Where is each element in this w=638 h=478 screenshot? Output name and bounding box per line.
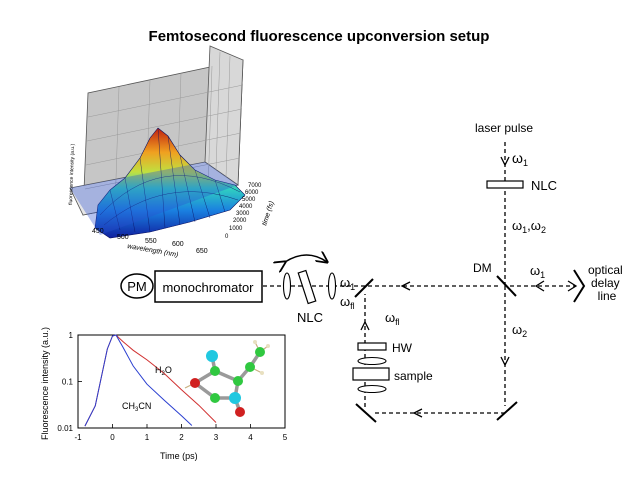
surface-xtick: 500 [117, 234, 129, 241]
surface-floor [70, 162, 238, 235]
sample-label: sample [394, 369, 433, 383]
laser-pulse-label: laser pulse [475, 121, 533, 135]
omega1-top-label: ω1 [512, 150, 528, 168]
label-h2o: H2O [155, 365, 172, 377]
nlc-crystal-top [486, 180, 524, 189]
label-ch3cn: CH3CN [122, 401, 151, 413]
surface-ytick: 3000 [236, 211, 250, 217]
surface-xtick: 450 [92, 228, 104, 235]
surface-yticks: 0 1000 2000 3000 4000 5000 6000 7000 [225, 183, 262, 240]
surface-ytick: 6000 [245, 190, 259, 196]
dm-label: DM [473, 261, 492, 275]
decay-plot-frame [77, 334, 286, 429]
surface-xticks: 450 500 550 600 650 [92, 228, 208, 255]
beam-arrows [360, 156, 578, 418]
surface-xtick: 600 [172, 241, 184, 248]
decay-xtick-label: 2 [179, 433, 184, 442]
surface-mesh-lines [99, 127, 241, 233]
decay-xtick-label: 4 [248, 433, 253, 442]
surface-ytick: 5000 [242, 197, 256, 203]
lens-left [282, 272, 292, 300]
surface-ytick: 7000 [248, 183, 262, 189]
nlc-top-label: NLC [531, 178, 557, 193]
omega1-right-label: ω1 [530, 263, 545, 280]
decay-xtick-label: 3 [214, 433, 219, 442]
surface-zlabel: fluorescence intensity (a.u.) [68, 143, 76, 205]
omega-fl-low-label: ωfl [385, 310, 400, 327]
rotation-arrow [285, 255, 327, 262]
pm-label: PM [127, 279, 147, 294]
sample-cell [352, 367, 390, 381]
decay-xtick-label: -1 [74, 433, 82, 442]
decay-series-ch3cn [84, 334, 193, 427]
dichroic-mirror [496, 275, 517, 297]
figure-title: Femtosecond fluorescence upconversion se… [148, 28, 490, 45]
surface-ytick: 4000 [239, 204, 253, 210]
nlc-mid-label: NLC [297, 310, 323, 325]
mirror-fl [354, 278, 374, 298]
mirror-bottom-right [496, 401, 518, 421]
surface-ytick: 1000 [229, 226, 243, 232]
omega12-label: ω1,ω2 [512, 218, 546, 235]
omega2-label: ω2 [512, 322, 527, 339]
omega1-mid-label: ω1 [340, 275, 355, 292]
optical-delay-line: optical delay line [588, 263, 626, 303]
surface-xtick: 650 [196, 248, 208, 255]
half-wave-plate [357, 342, 387, 351]
retroreflector [573, 269, 586, 303]
decay-ylabel: Fluorescence intensity (a.u.) [40, 327, 50, 440]
decay-xtick-label: 5 [283, 433, 288, 442]
lens-hw [357, 356, 387, 366]
monochromator-label: monochromator [162, 280, 254, 295]
lens-right [327, 272, 337, 300]
decay-xtick-label: 0 [110, 433, 115, 442]
decay-ytick-label: 0.1 [62, 378, 74, 387]
decay-ticks: -1 0 1 2 3 4 5 1 0.1 0.01 [57, 331, 287, 442]
mirror-bottom-left [355, 403, 377, 423]
monochromator-box [154, 270, 263, 303]
surface-xtick: 550 [145, 238, 157, 245]
decay-ytick-label: 1 [69, 331, 74, 340]
pm-detector [120, 273, 154, 299]
hw-label: HW [392, 341, 413, 355]
omega-fl-mid-label: ωfl [340, 294, 355, 311]
surface-ytick: 2000 [233, 218, 247, 224]
decay-xtick-label: 1 [145, 433, 150, 442]
surface-ytick: 0 [225, 234, 229, 240]
molecule-structure [184, 340, 270, 417]
decay-series [84, 334, 217, 427]
decay-ytick-label: 0.01 [57, 424, 73, 433]
lens-sample [357, 384, 387, 394]
decay-xlabel: Time (ps) [160, 451, 198, 461]
